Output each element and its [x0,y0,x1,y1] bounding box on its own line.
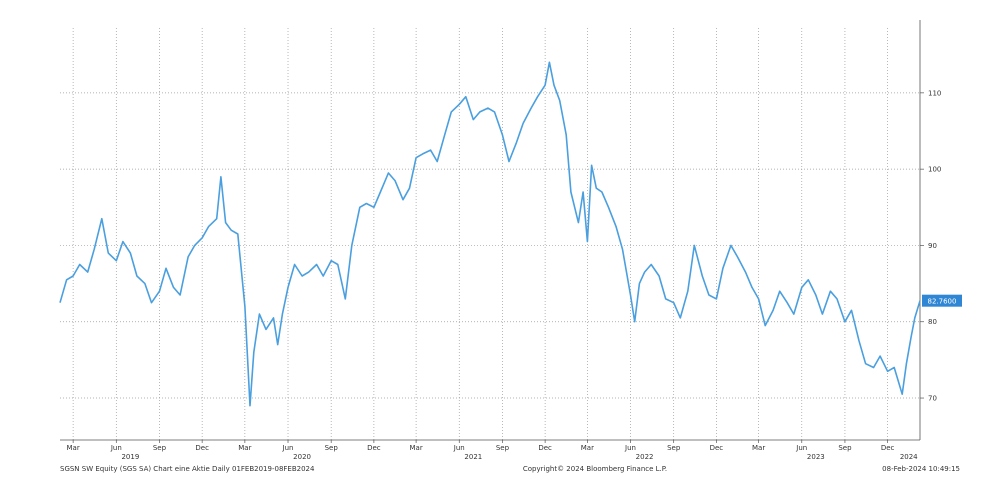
x-month-label: Sep [838,444,852,452]
last-value-label: 82.7600 [928,298,957,306]
x-axis-ticks: Mar Jun Sep Dec Mar Jun Sep Dec Mar Jun Sep Dec Mar J… [67,440,918,461]
x-year-label: 2024 [900,453,918,461]
x-month-label: Jun [282,444,294,452]
x-year-label: 2021 [464,453,482,461]
y-tick-label: 70 [928,395,937,403]
x-month-label: Dec [881,444,895,452]
x-month-label: Jun [624,444,636,452]
x-month-label: Sep [667,444,681,452]
x-month-label: Dec [710,444,724,452]
y-tick-label: 80 [928,318,937,326]
price-series-line [59,61,921,407]
x-month-label: Dec [195,444,209,452]
x-month-label: Sep [325,444,339,452]
footer-left: SGSN SW Equity (SGS SA) Chart eine Aktie… [60,465,315,473]
x-month-label: Mar [67,444,80,452]
x-month-label: Mar [752,444,765,452]
x-month-label: Dec [367,444,381,452]
last-value-box [922,294,962,307]
y-tick-label: 110 [928,89,941,97]
x-month-label: Sep [153,444,167,452]
y-axis-ticks: 70 80 90 100 110 [920,89,941,403]
y-tick-label: 100 [928,166,941,174]
footer-center: Copyright© 2024 Bloomberg Finance L.P. [523,465,667,473]
x-month-label: Mar [581,444,594,452]
x-month-label: Jun [795,444,807,452]
footer-right: 08-Feb-2024 10:49:15 [882,465,960,473]
x-year-label: 2022 [636,453,654,461]
last-value-tag: 82.7600 [922,294,962,307]
x-year-label: 2020 [293,453,311,461]
x-month-label: Jun [110,444,122,452]
x-month-label: Mar [409,444,422,452]
x-month-label: Jun [453,444,465,452]
chart-footer: SGSN SW Equity (SGS SA) Chart eine Aktie… [60,465,960,473]
x-year-label: 2019 [121,453,139,461]
y-tick-label: 90 [928,242,937,250]
series-group [59,61,921,407]
x-month-label: Sep [496,444,510,452]
axes [60,20,921,441]
x-month-label: Mar [238,444,251,452]
x-month-label: Dec [538,444,552,452]
gridlines [60,28,920,440]
x-year-label: 2023 [807,453,825,461]
